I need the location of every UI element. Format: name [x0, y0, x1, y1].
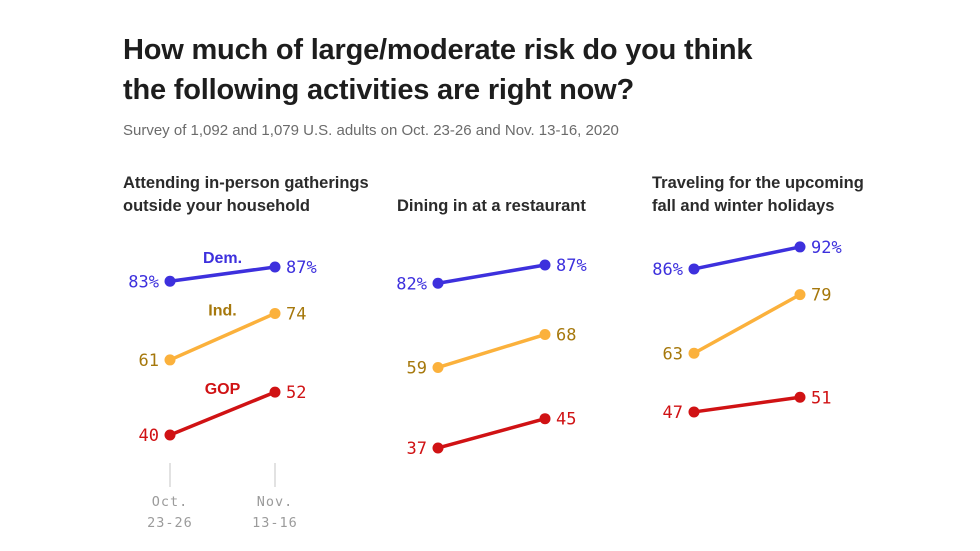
- axis-label: Oct.: [152, 494, 189, 510]
- value-label-left: 63: [663, 344, 683, 364]
- data-point-dot: [269, 307, 281, 319]
- panel-2-series-dem: 82% 87%: [396, 256, 586, 294]
- series-label: Dem.: [203, 250, 242, 267]
- panel-1-series-dem: 83% 87% Dem.: [128, 250, 316, 292]
- panel-3-series-ind: 63 79: [663, 286, 832, 365]
- value-label-right: 68: [556, 326, 576, 346]
- data-point-dot: [539, 259, 551, 271]
- panel-1-series-ind: 61 74 Ind.: [139, 302, 307, 370]
- slope-line: [437, 332, 546, 370]
- data-point-dot: [432, 442, 444, 454]
- data-point-dot: [269, 261, 281, 273]
- data-point-dot: [432, 361, 444, 373]
- chart-title-line-1: How much of large/moderate risk do you t…: [123, 34, 753, 66]
- value-label-right: 79: [811, 286, 831, 306]
- x-axis: Oct. 23-26 Nov. 13-16: [147, 463, 298, 531]
- data-point-dot: [688, 406, 700, 418]
- value-label-left: 86%: [652, 260, 683, 280]
- slope-line: [437, 263, 546, 286]
- slope-line: [693, 395, 801, 414]
- slope-line: [169, 265, 276, 284]
- panel-2-series-ind: 59 68: [407, 326, 577, 379]
- panel-title-line: Dining in at a restaurant: [397, 196, 586, 215]
- axis-label: 13-16: [252, 515, 298, 531]
- axis-label: Nov.: [257, 494, 294, 510]
- panel-title-line: fall and winter holidays: [652, 196, 835, 215]
- series-label: GOP: [205, 381, 241, 398]
- series-label: Ind.: [208, 302, 236, 319]
- data-point-dot: [269, 386, 281, 398]
- chart-subtitle: Survey of 1,092 and 1,079 U.S. adults on…: [123, 122, 619, 139]
- data-point-dot: [164, 429, 176, 441]
- value-label-right: 51: [811, 388, 831, 408]
- value-label-right: 92%: [811, 238, 842, 258]
- data-point-dot: [794, 241, 806, 253]
- panel-title-traveling: Traveling for the upcoming fall and wint…: [652, 170, 892, 217]
- slope-line: [693, 245, 801, 271]
- slope-line: [693, 293, 801, 355]
- chart-title: How much of large/moderate risk do you t…: [123, 30, 753, 110]
- slope-line: [169, 311, 276, 362]
- data-point-dot: [688, 263, 700, 275]
- slope-line: [169, 390, 276, 437]
- data-point-dot: [432, 277, 444, 289]
- value-label-left: 59: [407, 358, 427, 378]
- chart-title-line-2: the following activities are right now?: [123, 74, 635, 106]
- data-point-dot: [688, 347, 700, 359]
- panel-1-series-gop: 40 52 GOP: [139, 381, 307, 446]
- panel-title-line: outside your household: [123, 196, 311, 215]
- value-label-left: 40: [139, 426, 159, 446]
- value-label-left: 37: [407, 439, 427, 459]
- data-point-dot: [794, 289, 806, 301]
- panel-title-line: Traveling for the upcoming: [652, 174, 864, 192]
- data-point-dot: [539, 413, 551, 425]
- slope-line: [437, 417, 546, 450]
- value-label-left: 83%: [128, 272, 159, 292]
- data-point-dot: [539, 329, 551, 341]
- data-point-dot: [164, 354, 176, 366]
- data-point-dot: [794, 391, 806, 403]
- value-label-right: 87%: [556, 256, 587, 276]
- value-label-right: 74: [286, 304, 306, 324]
- value-label-right: 87%: [286, 258, 317, 278]
- panel-2-series-gop: 37 45: [407, 410, 577, 459]
- value-label-right: 45: [556, 410, 576, 430]
- panel-title-dining: Dining in at a restaurant: [397, 170, 637, 217]
- value-label-left: 61: [139, 351, 159, 371]
- value-label-right: 52: [286, 383, 306, 403]
- data-point-dot: [164, 275, 176, 287]
- value-label-left: 47: [663, 403, 683, 423]
- panel-3-series-gop: 47 51: [663, 388, 832, 423]
- axis-label: 23-26: [147, 515, 193, 531]
- panel-3-series-dem: 86% 92%: [652, 238, 841, 280]
- panel-title-line: Attending in-person gatherings: [123, 174, 369, 192]
- panel-title-gatherings: Attending in-person gatherings outside y…: [123, 170, 403, 217]
- value-label-left: 82%: [396, 274, 427, 294]
